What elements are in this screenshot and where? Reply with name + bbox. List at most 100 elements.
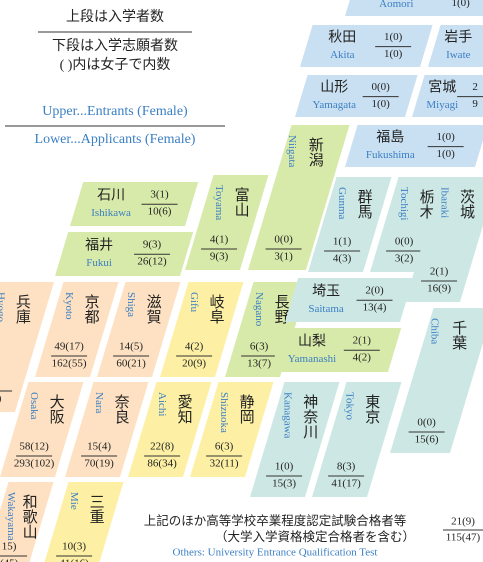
applicants: 75)	[0, 393, 2, 405]
prefecture-tile	[55, 232, 194, 276]
prefecture-tile	[270, 328, 402, 372]
prefecture-name-en: Fukui	[86, 257, 112, 269]
prefecture-name-en: Nara	[93, 392, 105, 413]
prefecture-name-en: Ishikawa	[91, 207, 131, 219]
prefecture-name: 石川	[97, 188, 125, 203]
legend-paren: ( )内は女子で内数	[60, 56, 171, 73]
others-ja-note: （大学入学資格検定合格者を含む）	[215, 529, 415, 544]
applicants: 32(11)	[210, 458, 239, 470]
prefecture-tile	[308, 177, 392, 272]
entrants: 2(1)	[430, 266, 449, 278]
prefecture-name: 静岡	[238, 394, 255, 425]
prefecture-name-en: Wakayama	[5, 492, 17, 541]
entrants: 0(0)	[395, 236, 414, 248]
prefecture-name-en: Niigata	[286, 135, 298, 167]
entrants: 1(0)	[384, 31, 403, 43]
entrants: 2(1)	[353, 335, 372, 347]
applicants: 10(6)	[148, 206, 172, 218]
prefecture-name: 和歌山	[21, 494, 37, 539]
prefecture-name: 千葉	[450, 320, 467, 350]
prefecture-tile	[405, 177, 483, 302]
prefecture-name-en: Saitama	[308, 303, 344, 315]
prefecture-name: 山梨	[298, 333, 326, 349]
applicants: 9	[472, 98, 478, 110]
applicants: 20(9)	[182, 358, 206, 370]
entrants: 0(0)	[417, 417, 436, 429]
applicants: 15(6)	[415, 434, 439, 446]
prefecture-name-en: Chiba	[429, 318, 441, 344]
prefecture-tile	[428, 25, 483, 67]
entrants: 22(8)	[150, 441, 174, 453]
prefecture-tile	[0, 482, 54, 562]
entrants: 6(3)	[250, 341, 269, 353]
prefecture-name-en: Mie	[68, 492, 80, 510]
prefecture-name: 富山	[233, 186, 249, 217]
prefecture-tile	[285, 278, 414, 322]
prefecture-name-en: Fukushima	[366, 149, 415, 161]
entrants: 6(3)	[215, 441, 234, 453]
prefecture-name-en: Tochigi	[398, 187, 410, 220]
prefecture-name: 京都	[83, 294, 100, 324]
entrants: 0(0)	[274, 234, 293, 246]
others-lower: 115(47)	[446, 532, 481, 544]
prefecture-tile	[412, 75, 483, 117]
prefecture-tile	[97, 282, 181, 377]
prefecture-name-en: Hyogo	[0, 292, 6, 322]
prefecture-name: 山形	[320, 80, 348, 96]
prefecture-tile	[295, 75, 418, 117]
prefecture-name-en: Ibaraki	[438, 187, 450, 218]
prefecture-name: 岩手	[444, 30, 472, 46]
others-en: Others: University Entrance Qualificatio…	[173, 547, 378, 559]
prefecture-tile	[300, 25, 433, 67]
prefecture-name: 三重	[88, 494, 105, 524]
entrants: 1(0)	[275, 461, 294, 473]
prefecture-name: 福島	[376, 130, 404, 146]
prefecture-name-en: Tokyo	[344, 392, 356, 420]
prefecture-tile	[44, 482, 124, 562]
prefecture-name-en: Yamanashi	[288, 353, 336, 365]
prefecture-name-en: Kyoto	[63, 292, 75, 320]
entrants: 49(17)	[54, 341, 84, 353]
prefecture-name-en: Gifu	[188, 292, 200, 313]
applicants: 4(2)	[353, 352, 372, 364]
prefecture-name: 福井	[85, 237, 113, 253]
applicants: 13(4)	[363, 302, 387, 314]
prefecture-name: 奈良	[113, 394, 130, 424]
prefecture-name-en: Nagano	[253, 292, 265, 327]
prefecture-name: 大阪	[48, 394, 65, 424]
entrants: 0(0)	[371, 81, 390, 93]
prefecture-name-en: Aomori	[379, 0, 413, 10]
prefecture-name: 新潟	[307, 137, 324, 167]
applicants: 9(3)	[210, 251, 229, 263]
prefecture-tile	[128, 382, 212, 477]
applicants: (45)	[0, 558, 19, 562]
entrants: 2(0)	[365, 285, 384, 297]
applicants: 41(17)	[331, 478, 361, 490]
prefecture-tile	[0, 382, 84, 477]
prefecture-tile	[190, 382, 274, 477]
applicants: 1(0)	[371, 98, 390, 110]
prefecture-tile	[312, 382, 402, 497]
prefecture-tile	[0, 282, 54, 412]
legend-en-lower: Lower...Applicants (Female)	[35, 132, 196, 147]
prefecture-name: 愛知	[176, 394, 193, 424]
prefecture-tile	[248, 125, 350, 270]
applicants: 16(9)	[427, 283, 451, 295]
prefecture-name: 群馬	[356, 189, 373, 220]
applicants: 4(3)	[333, 253, 352, 265]
prefecture-name-en: Shizuoka	[218, 392, 230, 433]
others-ja: 上記のほか高等学校卒業程度認定試験合格者等	[144, 513, 407, 528]
applicants: 3(2)	[395, 253, 414, 265]
prefecture-name: 滋賀	[145, 294, 162, 324]
prefecture-tile	[345, 0, 483, 16]
applicants: 26(12)	[137, 256, 167, 268]
prefecture-name-en: Akita	[330, 49, 355, 61]
prefecture-name: 東京	[363, 394, 380, 425]
entrants: 4(1)	[210, 234, 229, 246]
legend-en-upper: Upper...Entrants (Female)	[42, 104, 188, 119]
applicants: 60(21)	[116, 358, 146, 370]
applicants: 1(0)	[436, 148, 455, 160]
applicants: 86(34)	[147, 458, 177, 470]
legend-lower: 下段は入学志願者数	[52, 38, 178, 54]
